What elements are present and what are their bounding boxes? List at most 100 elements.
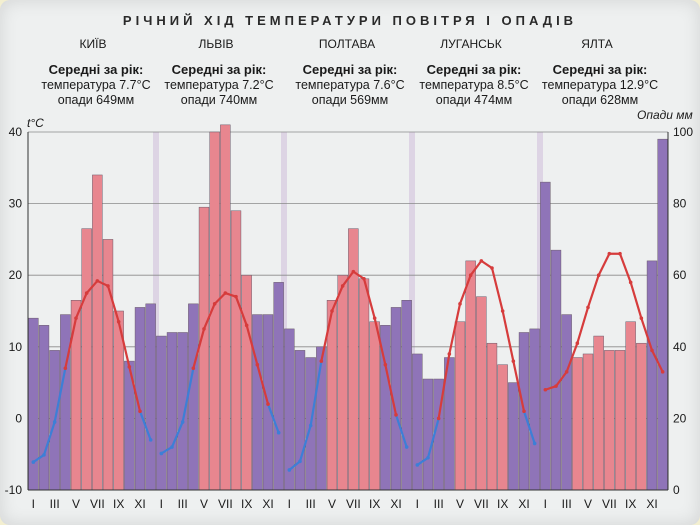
temperature-segment — [618, 252, 632, 284]
temperature-point — [575, 341, 580, 346]
temperature-point — [298, 459, 302, 464]
month-tick-label: V — [584, 497, 592, 511]
temperature-point — [468, 273, 473, 278]
temperature-segment — [437, 352, 451, 420]
temperature-segment — [373, 317, 387, 366]
precipitation-bar — [422, 378, 434, 491]
temperature-point — [522, 409, 526, 414]
temperature-segment — [53, 367, 67, 424]
month-tick-label: I — [416, 497, 419, 511]
annual-precipitation: опади 474мм — [436, 93, 512, 107]
month-tick-label: VII — [346, 497, 361, 511]
temperature-point — [340, 284, 345, 288]
temperature-point — [372, 316, 377, 320]
temperature-point — [628, 280, 633, 285]
annual-temperature: температура 7.6°C — [295, 78, 404, 92]
precipitation-bar — [230, 210, 242, 491]
month-tick-label: IX — [369, 497, 380, 511]
precipitation-bar — [582, 353, 594, 491]
precipitation-bar — [188, 303, 199, 491]
city-header: ЛЬВІВ Середні за рік:температура 7.2°Cопа… — [164, 37, 273, 107]
temperature-point — [287, 468, 292, 472]
month-tick-label: III — [434, 497, 444, 511]
temperature-segment — [117, 320, 131, 368]
temperature-point — [138, 409, 142, 414]
precipitation-bar — [401, 300, 412, 491]
precipitation-bar — [497, 364, 508, 491]
temperature-point — [586, 305, 590, 310]
temperature-point — [383, 362, 388, 367]
temperature-point — [415, 463, 420, 467]
precipitation-bar — [177, 332, 188, 491]
temperature-segment — [245, 324, 259, 366]
temperature-segment — [448, 302, 462, 356]
temperature-point — [74, 316, 78, 320]
temperature-segment — [650, 349, 664, 373]
month-tick-label: VII — [90, 497, 105, 511]
precipitation-bar — [550, 249, 562, 491]
left-tick-label: 30 — [9, 197, 23, 211]
right-tick-label: 60 — [673, 268, 687, 282]
temperature-segment — [640, 317, 654, 352]
summary-label: Середні за рік: — [553, 62, 648, 77]
annual-temperature: температура 7.7°C — [41, 78, 150, 92]
temperature-point — [426, 455, 430, 460]
right-tick-label: 0 — [673, 483, 680, 497]
month-tick-label: VII — [474, 497, 489, 511]
precipitation-bar — [145, 303, 156, 491]
precipitation-bar — [220, 124, 231, 491]
precipitation-bar — [156, 335, 167, 491]
temperature-segment — [554, 370, 568, 388]
month-tick-label: IX — [241, 497, 252, 511]
precipitation-bar — [198, 206, 210, 491]
annual-precipitation: опади 740мм — [181, 93, 257, 107]
temperature-point — [244, 323, 249, 328]
precipitation-bar — [28, 317, 39, 491]
temperature-segment — [170, 420, 184, 449]
right-axis-label: Опади мм — [637, 108, 693, 122]
temperature-point — [596, 273, 601, 278]
temperature-segment — [32, 453, 46, 464]
temperature-point — [330, 309, 334, 313]
month-tick-label: III — [306, 497, 316, 511]
temperature-point — [42, 453, 46, 457]
precipitation-bar — [657, 138, 668, 491]
temperature-segment — [629, 281, 643, 320]
month-tick-label: VII — [218, 497, 233, 511]
temperature-segment — [597, 252, 611, 277]
temperature-segment — [224, 292, 238, 298]
temperature-segment — [544, 385, 558, 391]
left-tick-label: 10 — [9, 340, 23, 354]
temperature-segment — [384, 363, 398, 416]
annual-precipitation: опади 569мм — [312, 93, 388, 107]
panel-divider — [409, 132, 415, 490]
temperature-segment — [576, 306, 590, 345]
month-tick-label: V — [456, 497, 464, 511]
month-tick-label: XI — [390, 497, 401, 511]
temperature-point — [660, 370, 665, 374]
month-tick-label: XI — [134, 497, 145, 511]
precipitation-bar — [593, 335, 604, 491]
temperature-segment — [213, 292, 227, 305]
precipitation-bar — [636, 342, 647, 491]
temperature-point — [84, 291, 89, 295]
month-tick-label: V — [72, 497, 80, 511]
temperature-point — [31, 460, 36, 464]
precipitation-bar — [38, 325, 50, 491]
precipitation-bar — [540, 181, 551, 491]
temperature-point — [159, 451, 164, 456]
temperature-segment — [128, 365, 142, 413]
precipitation-bar — [604, 350, 615, 491]
summary-label: Середні за рік: — [427, 62, 522, 77]
temperature-segment — [480, 259, 494, 270]
precipitation-bar — [81, 228, 92, 491]
temperature-segment — [469, 259, 483, 277]
precipitation-bar — [476, 296, 487, 491]
precipitation-bar — [646, 260, 658, 491]
temperature-point — [308, 423, 313, 428]
month-tick-label: I — [288, 497, 291, 511]
temperature-segment — [330, 284, 344, 313]
month-tick-label: I — [544, 497, 547, 511]
precipitation-bar — [572, 357, 583, 491]
summary-label: Середні за рік: — [303, 62, 398, 77]
